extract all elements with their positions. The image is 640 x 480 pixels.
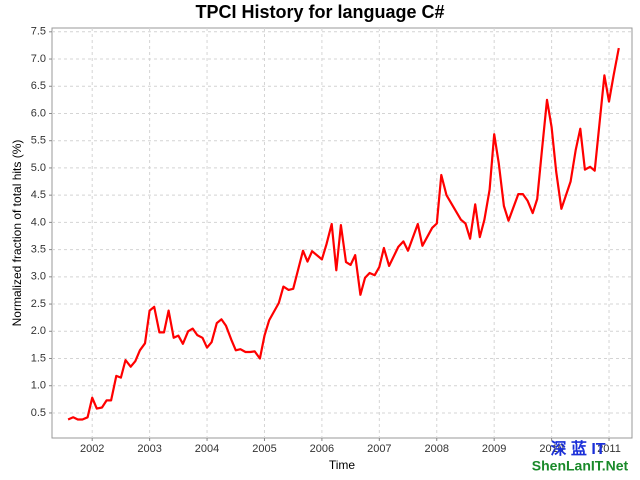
x-tick-label: 2004 [195, 443, 219, 455]
watermark: ShenLanIT.Net [532, 458, 629, 474]
y-tick-label: 6.5 [31, 80, 46, 92]
watermark: 深 蓝 IT [550, 439, 605, 458]
y-tick-label: 5.0 [31, 162, 46, 174]
y-tick-label: 7.5 [31, 26, 46, 38]
y-tick-label: 3.5 [31, 244, 46, 256]
y-tick-label: 1.5 [31, 352, 46, 364]
x-tick-label: 2002 [80, 443, 104, 455]
y-tick-label: 4.5 [31, 189, 46, 201]
x-tick-label: 2009 [482, 443, 506, 455]
x-tick-label: 2011 [597, 443, 621, 455]
y-tick-label: 3.0 [31, 271, 46, 283]
x-tick-label: 2005 [252, 443, 276, 455]
y-tick-label: 7.0 [31, 53, 46, 65]
y-tick-label: 6.0 [31, 107, 46, 119]
y-tick-label: 1.0 [31, 380, 46, 392]
y-tick-label: 2.5 [31, 298, 46, 310]
y-tick-label: 5.5 [31, 135, 46, 147]
y-tick-label: 4.0 [31, 216, 46, 228]
y-tick-label: 2.0 [31, 325, 46, 337]
y-tick-label: 0.5 [31, 407, 46, 419]
x-tick-label: 2003 [137, 443, 161, 455]
x-tick-label: 2010 [539, 443, 563, 455]
y-axis-label: Normalized fraction of total hits (%) [10, 140, 24, 327]
x-tick-label: 2007 [367, 443, 391, 455]
data-line [67, 47, 620, 421]
chart-title: TPCI History for language C# [195, 2, 444, 22]
x-tick-label: 2006 [310, 443, 334, 455]
x-tick-label: 2008 [425, 443, 449, 455]
x-axis-label: Time [329, 458, 356, 472]
